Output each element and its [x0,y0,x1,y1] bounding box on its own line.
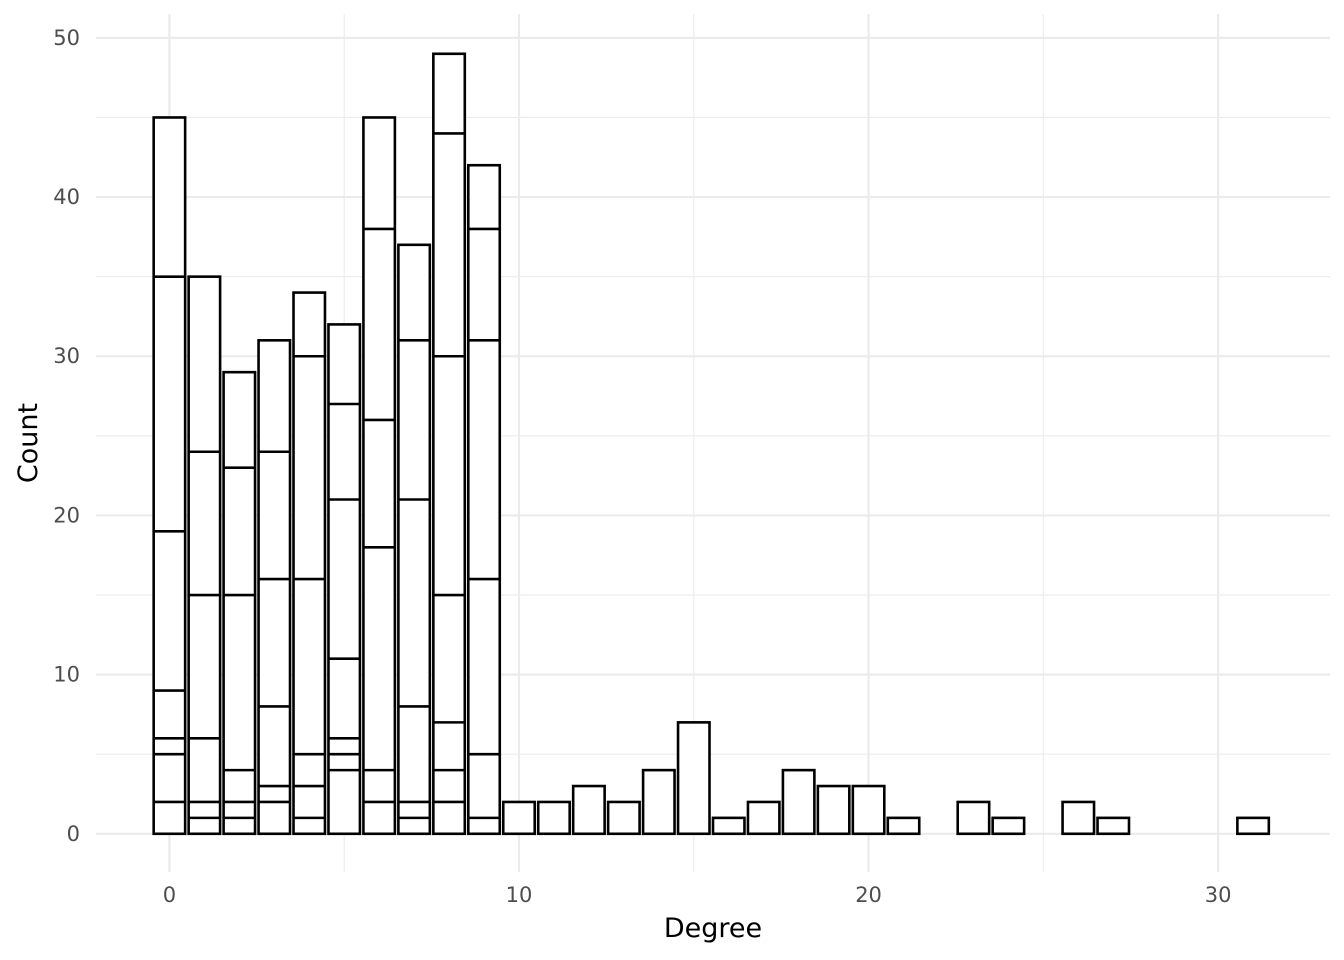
histogram-bar [327,323,362,836]
bar-rect [362,116,397,836]
bar-rect [991,816,1026,836]
bar-rect [711,816,746,836]
bar-rect [187,275,222,836]
bar-rect [571,784,606,836]
y-axis-tick-labels: 0 10 20 30 40 50 [53,26,80,846]
histogram-bar [466,163,502,836]
bar-rect [956,800,991,836]
histogram-bar [571,784,606,836]
histogram-bar [711,816,746,836]
histogram-bar [641,768,676,836]
bar-rect [152,116,187,836]
bar-rect [641,768,676,836]
y-tick-label: 20 [53,503,80,527]
histogram-bar [432,52,467,836]
bar-rect [397,243,432,836]
bar-rect [501,800,537,836]
bar-rect [816,784,851,836]
bar-rect [1061,800,1096,836]
histogram-bar [501,800,537,836]
bar-rect [781,768,816,836]
y-tick-label: 30 [53,344,80,368]
histogram-bar [851,784,886,836]
histogram-bar [536,800,571,836]
bar-rect [292,291,327,836]
x-axis-tick-labels: 0 10 20 30 [163,883,1232,907]
bar-rect [746,800,781,836]
bar-rect [257,339,292,836]
y-tick-label: 0 [67,822,80,846]
histogram-bar [222,370,257,836]
bar-rect [327,323,362,836]
histogram-bar [886,816,921,836]
x-tick-label: 30 [1205,883,1232,907]
y-tick-label: 40 [53,185,80,209]
x-tick-label: 20 [855,883,882,907]
histogram-bar [1096,816,1131,836]
histogram-bar [257,339,292,836]
bar-rect [466,163,502,836]
bar-rect [432,52,467,836]
y-tick-label: 10 [53,663,80,687]
histogram-bar [397,243,432,836]
x-axis-title: Degree [664,913,762,944]
bar-rect [886,816,921,836]
bars-layer [152,52,1271,836]
x-tick-label: 10 [506,883,533,907]
histogram-bar [187,275,222,836]
histogram-bar [956,800,991,836]
y-axis-title: Count [13,403,44,483]
bar-rect [1236,816,1271,836]
bar-rect [536,800,571,836]
bar-rect [1096,816,1131,836]
histogram-bar [362,116,397,836]
x-tick-label: 0 [163,883,176,907]
histogram-bar [292,291,327,836]
histogram-bar [1236,816,1271,836]
histogram-bar [606,800,641,836]
histogram-bar [746,800,781,836]
bar-rect [851,784,886,836]
histogram-bar [676,721,711,836]
histogram-bar [1061,800,1096,836]
histogram-bar [991,816,1026,836]
histogram-bar [781,768,816,836]
y-tick-label: 50 [53,26,80,50]
histogram-bar [152,116,187,836]
bar-rect [606,800,641,836]
histogram-bar [816,784,851,836]
bar-rect [676,721,711,836]
bar-rect [222,370,257,836]
